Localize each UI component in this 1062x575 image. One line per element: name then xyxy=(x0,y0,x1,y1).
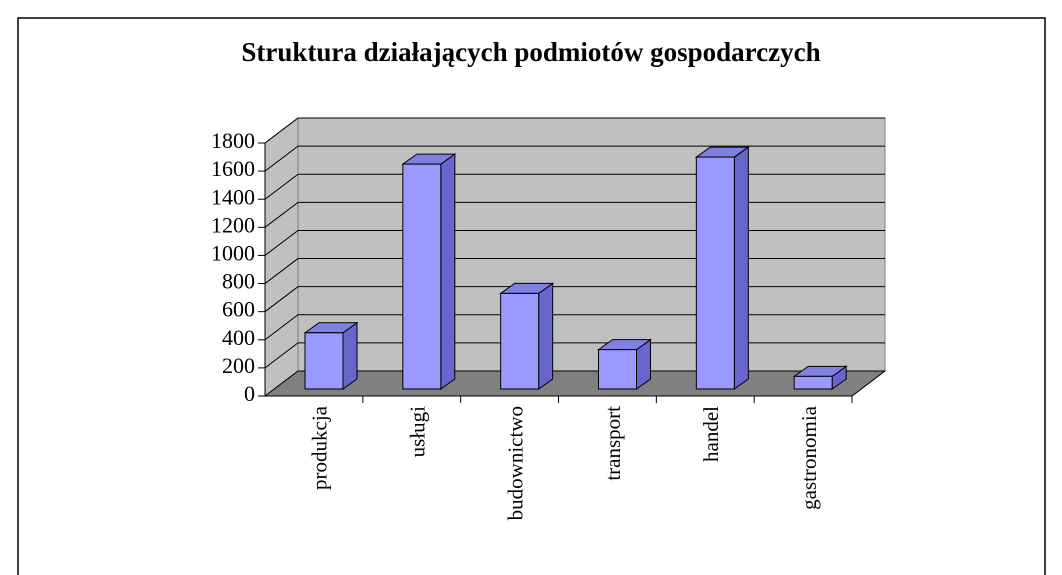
bar-front xyxy=(598,349,637,390)
grid-line xyxy=(264,145,885,172)
bar-side xyxy=(733,146,749,390)
bar-front xyxy=(695,156,735,390)
y-tick-label: 1800 xyxy=(211,128,255,153)
x-tick-label: budownictwo xyxy=(503,406,527,520)
bar-side xyxy=(538,282,554,390)
y-tick-label: 0 xyxy=(244,381,255,406)
y-tick-label: 1000 xyxy=(211,240,255,265)
plot-area: 0 200 400 600 800 1000 1200 1400 1600 1800 produkc… xyxy=(211,116,887,520)
x-tick-label: produkcja xyxy=(308,405,332,490)
bar xyxy=(401,153,457,390)
grid-line xyxy=(264,201,885,228)
y-tick-label: 400 xyxy=(222,325,255,350)
bar xyxy=(694,146,750,390)
chart-title: Struktura działających podmiotów gospoda… xyxy=(241,37,820,67)
bar xyxy=(792,365,848,390)
y-tick-label: 1200 xyxy=(211,212,255,237)
grid-line xyxy=(264,370,885,397)
grid-line xyxy=(264,117,885,144)
bar xyxy=(596,338,653,390)
grid-line xyxy=(264,173,885,200)
grid-line xyxy=(264,314,885,341)
bar-front xyxy=(304,332,344,390)
floor-edge xyxy=(851,370,886,397)
grid-line xyxy=(264,258,885,284)
grid-line xyxy=(264,229,885,256)
grid-line xyxy=(264,342,885,369)
floor xyxy=(263,370,887,397)
side-wall xyxy=(264,116,299,398)
y-tick-label: 600 xyxy=(222,297,255,322)
grid-line xyxy=(264,286,885,313)
bar xyxy=(499,282,555,390)
bar-side xyxy=(342,321,358,390)
x-tick-label: handel xyxy=(699,406,723,462)
x-tick-label: usługi xyxy=(406,406,430,458)
bar-front xyxy=(500,292,540,390)
y-tick-label: 1400 xyxy=(211,184,255,209)
y-tick-label: 200 xyxy=(222,353,255,378)
y-tick-label: 1600 xyxy=(211,156,255,181)
back-wall xyxy=(297,117,886,372)
bar-front xyxy=(793,375,833,390)
bar xyxy=(303,321,359,390)
x-tick-label: transport xyxy=(601,406,625,481)
bar-front xyxy=(402,163,442,390)
x-tick-label: gastronomia xyxy=(797,405,821,509)
bar-side xyxy=(440,153,456,390)
y-tick-label: 800 xyxy=(222,269,255,294)
